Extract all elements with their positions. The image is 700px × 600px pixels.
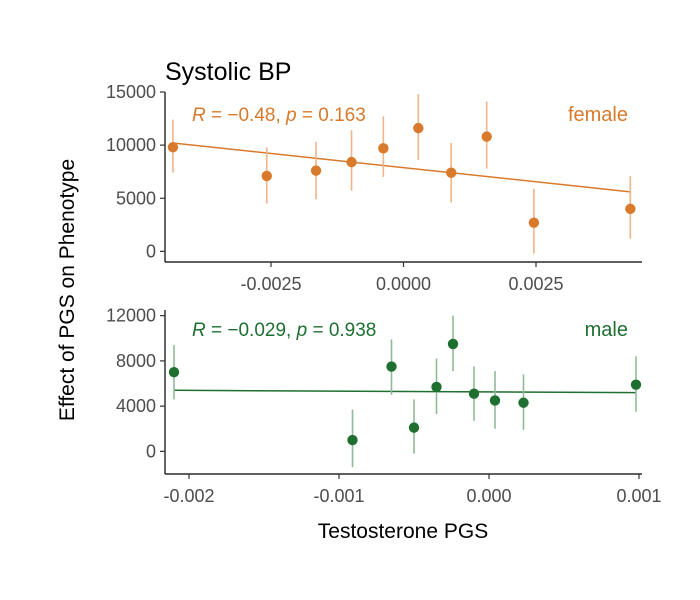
chart-title: Systolic BP xyxy=(165,58,291,86)
female-y-tick-label: 0 xyxy=(146,241,156,261)
male-data-point xyxy=(347,434,358,446)
female-x-tick-label: 0.0025 xyxy=(508,274,563,294)
male-x-tick-label: 0.000 xyxy=(466,486,511,506)
male-data-point xyxy=(408,422,420,433)
male-x-tick-label: -0.001 xyxy=(313,486,364,506)
female-data-point xyxy=(413,122,424,134)
female-x-tick-label: -0.0025 xyxy=(240,274,301,294)
female-data-point xyxy=(481,131,492,142)
panel-male: 0 4000 8000 12000 -0.002 -0.001 0.000 0.001 R = … xyxy=(106,306,662,506)
female-data-point xyxy=(528,217,540,228)
male-data-point xyxy=(630,379,642,390)
female-panel-label: female xyxy=(568,104,628,126)
male-x-tick-label: -0.002 xyxy=(163,486,214,506)
male-data-point xyxy=(168,367,180,378)
male-y-tick-label: 8000 xyxy=(116,351,156,371)
male-x-tick-label: 0.001 xyxy=(616,486,661,506)
female-y-tick-label: 5000 xyxy=(116,188,156,208)
male-data-point xyxy=(468,388,480,399)
female-data-point xyxy=(167,142,179,153)
female-regression-line xyxy=(172,142,631,193)
male-data-point xyxy=(489,395,501,406)
female-y-tick-label: 15000 xyxy=(106,82,156,102)
female-data-point xyxy=(378,143,389,154)
y-axis-title: Effect of PGS on Phenotype xyxy=(56,159,79,421)
male-data-point xyxy=(518,397,529,408)
female-data-point xyxy=(310,165,322,176)
male-data-point xyxy=(386,361,397,372)
female-data-point xyxy=(261,170,272,182)
male-regression-line xyxy=(173,389,637,394)
male-y-tick-label: 4000 xyxy=(116,396,156,416)
female-x-tick-label: 0.0000 xyxy=(376,274,431,294)
female-data-point xyxy=(446,167,457,178)
x-axis-title: Testosterone PGS xyxy=(318,520,488,543)
female-y-tick-label: 10000 xyxy=(106,135,156,155)
panel-female: 0 5000 10000 15000 -0.0025 0.0000 0.0025 R = −0… xyxy=(106,82,642,294)
male-data-point xyxy=(447,338,459,350)
male-data-point xyxy=(431,381,442,393)
female-data-point xyxy=(346,156,357,168)
male-y-tick-label: 0 xyxy=(146,441,156,461)
female-stat-annotation: R = −0.48, p = 0.163 xyxy=(192,105,366,126)
male-panel-label: male xyxy=(585,319,628,341)
male-stat-annotation: R = −0.029, p = 0.938 xyxy=(192,320,376,341)
female-data-point xyxy=(625,203,636,215)
male-y-tick-label: 12000 xyxy=(106,306,156,326)
